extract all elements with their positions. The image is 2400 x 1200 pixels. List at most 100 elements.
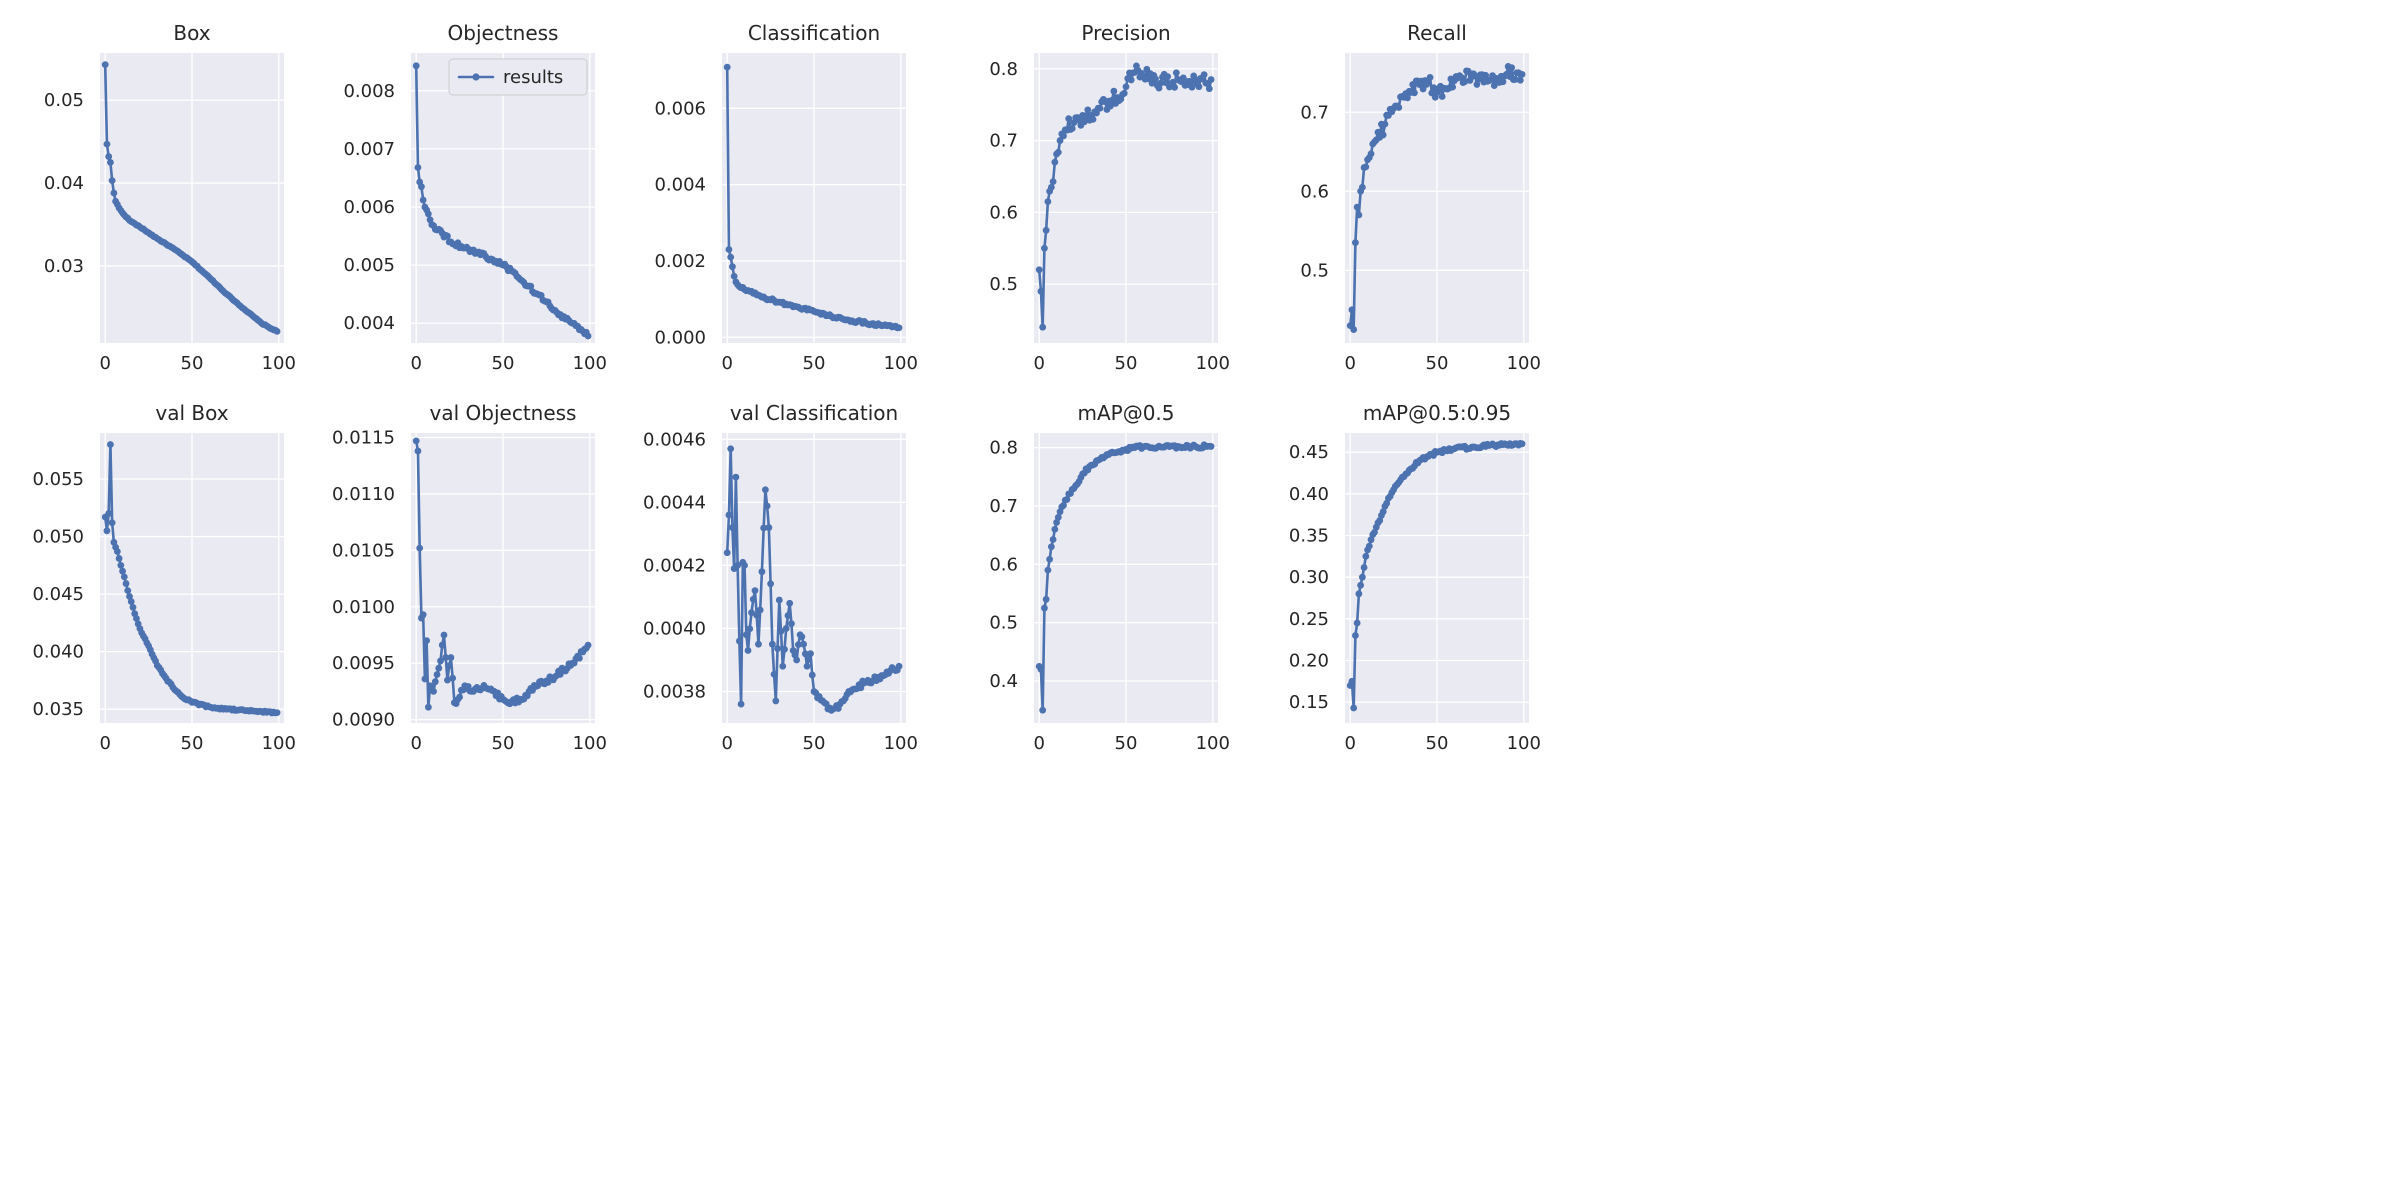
data-point — [1461, 78, 1469, 86]
data-point — [575, 654, 583, 662]
data-point — [1096, 104, 1104, 112]
panel-precision: 0 50 100 0.5 0.6 0.7 0.8 Precision — [989, 21, 1230, 374]
x-tick-label: 0 — [1033, 733, 1044, 754]
y-tick-label: 0.004 — [654, 175, 706, 196]
data-point — [1464, 67, 1472, 75]
data-point — [756, 606, 764, 614]
data-point — [444, 232, 451, 240]
y-tick-label: 0.045 — [32, 584, 84, 605]
y-tick-label: 0.15 — [1289, 692, 1329, 713]
y-tick-label: 0.40 — [1289, 484, 1329, 505]
data-point — [1044, 198, 1052, 205]
y-tick-label: 0.20 — [1289, 651, 1329, 672]
y-tick-label: 0.0110 — [332, 484, 395, 505]
x-tick-label: 50 — [1115, 353, 1138, 374]
data-point — [786, 599, 794, 607]
y-tick-label: 0.007 — [343, 139, 395, 160]
data-point — [1035, 266, 1043, 274]
data-point — [1205, 85, 1213, 93]
data-point — [1358, 183, 1366, 191]
data-point — [129, 603, 137, 611]
data-point — [1037, 665, 1045, 673]
data-point — [1065, 115, 1073, 123]
data-point — [1207, 76, 1215, 83]
y-tick-label: 0.0105 — [332, 540, 395, 561]
data-point — [1518, 440, 1526, 448]
data-point — [1054, 513, 1062, 521]
panel-map-0-5: 0 50 100 0.4 0.5 0.6 0.7 0.8 mAP@0.5 — [989, 401, 1230, 754]
data-point — [1054, 148, 1062, 156]
data-point — [1063, 496, 1071, 503]
data-point — [1430, 84, 1437, 92]
panel-box: 0 50 100 0.03 0.04 0.05 Box — [44, 21, 296, 374]
data-point — [798, 633, 806, 641]
y-tick-label: 0.004 — [343, 313, 395, 334]
data-point — [753, 611, 761, 619]
data-point — [755, 640, 762, 648]
data-point — [762, 486, 769, 494]
data-point — [777, 627, 785, 635]
x-tick-label: 100 — [262, 353, 296, 374]
y-tick-label: 0.000 — [654, 327, 706, 348]
data-point — [103, 140, 111, 148]
data-point — [107, 441, 114, 448]
y-tick-label: 0.8 — [989, 438, 1018, 459]
legend: results — [448, 58, 588, 96]
data-point — [122, 580, 130, 587]
x-tick-label: 100 — [573, 353, 607, 374]
data-point — [788, 620, 795, 628]
data-point — [127, 598, 135, 605]
data-point — [527, 282, 535, 290]
data-point — [433, 671, 441, 678]
data-point — [770, 670, 778, 678]
data-point — [1367, 150, 1375, 158]
data-point — [431, 678, 439, 686]
y-tick-label: 0.040 — [32, 642, 84, 663]
data-point — [416, 544, 424, 552]
data-point — [782, 625, 790, 632]
data-point — [1186, 77, 1194, 85]
x-tick-label: 0 — [721, 733, 732, 754]
data-point — [1360, 564, 1368, 571]
results-figure: 0 50 100 0.03 0.04 0.05 Box 0 50 100 0.004 0.005 0.0… — [32, 21, 1541, 754]
data-point — [1152, 75, 1159, 83]
data-point — [1037, 287, 1045, 295]
chart-title: Precision — [1081, 21, 1170, 45]
data-point — [1157, 79, 1165, 87]
x-tick-label: 100 — [1196, 733, 1230, 754]
data-point — [1042, 226, 1050, 234]
y-tick-label: 0.03 — [44, 256, 84, 277]
y-tick-label: 0.055 — [32, 469, 84, 490]
data-point — [1041, 244, 1048, 252]
x-tick-label: 50 — [1426, 733, 1449, 754]
data-point — [1511, 76, 1519, 83]
y-tick-label: 0.002 — [654, 251, 706, 272]
data-point — [556, 670, 564, 678]
x-tick-label: 50 — [181, 733, 204, 754]
data-point — [768, 640, 776, 648]
data-point — [801, 650, 809, 658]
data-point — [1438, 93, 1446, 100]
data-point — [1120, 89, 1128, 97]
data-point — [423, 637, 431, 645]
y-tick-label: 0.6 — [989, 554, 1018, 575]
data-point — [1171, 83, 1178, 91]
data-point — [805, 655, 813, 663]
x-tick-label: 0 — [1344, 733, 1355, 754]
x-tick-label: 100 — [1507, 733, 1541, 754]
data-point — [1348, 306, 1356, 314]
data-point — [1357, 581, 1365, 589]
data-point — [1080, 118, 1088, 126]
y-tick-label: 0.7 — [1300, 102, 1329, 123]
data-point — [1053, 519, 1060, 526]
data-point — [1381, 120, 1389, 128]
data-point — [419, 611, 427, 619]
data-point — [734, 561, 742, 569]
y-tick-label: 0.04 — [44, 173, 84, 194]
data-point — [727, 253, 735, 261]
data-point — [133, 615, 140, 622]
data-point — [115, 555, 123, 562]
data-point — [751, 587, 759, 595]
data-point — [110, 189, 118, 197]
y-tick-label: 0.008 — [343, 81, 395, 102]
